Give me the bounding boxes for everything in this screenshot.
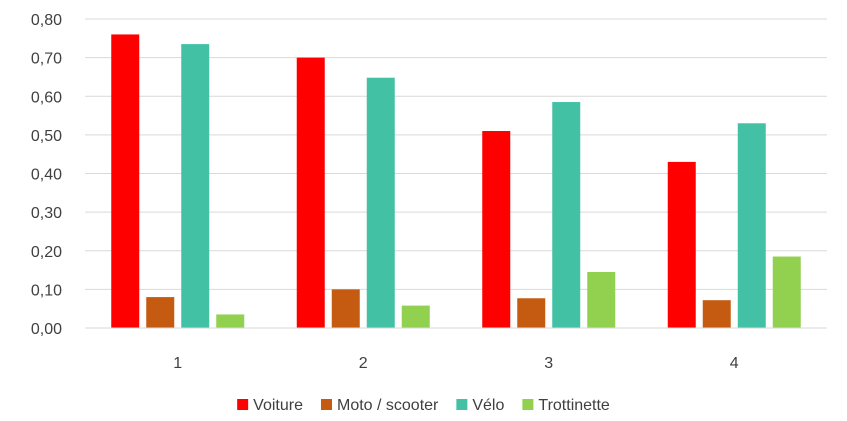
y-tick-label: 0,40 (31, 167, 62, 184)
bar (216, 314, 245, 328)
y-tick-label: 0,00 (31, 321, 62, 338)
legend-item: Voiture (237, 397, 303, 414)
y-tick-label: 0,10 (31, 282, 62, 299)
y-axis-tick-labels: 0,00 0,10 0,20 0,30 0,40 0,50 0,60 0,70 0,80 (31, 12, 62, 338)
legend-item: Moto / scooter (320, 397, 439, 414)
legend-swatch (522, 399, 534, 410)
y-tick-label: 0,60 (31, 89, 62, 106)
x-tick-label: 4 (730, 355, 739, 372)
bar (366, 77, 395, 329)
legend-label: Voiture (253, 397, 303, 414)
legend-swatch (456, 399, 468, 410)
bar (587, 271, 616, 328)
y-tick-label: 0,50 (31, 128, 62, 145)
bar (181, 44, 210, 328)
bar (552, 102, 581, 328)
x-tick-label: 2 (359, 355, 368, 372)
y-tick-label: 0,70 (31, 51, 62, 68)
legend-swatch (320, 399, 332, 410)
bar (772, 256, 801, 328)
bar (296, 57, 325, 328)
legend: Voiture Moto / scooter Vélo Trottinette (237, 397, 610, 414)
bar (482, 131, 511, 328)
bar (517, 298, 546, 328)
legend-label: Moto / scooter (337, 397, 439, 414)
bar (111, 34, 140, 328)
y-tick-label: 0,30 (31, 205, 62, 222)
legend-item: Vélo (456, 397, 504, 414)
bar (146, 297, 175, 328)
bar (331, 289, 360, 328)
x-tick-label: 1 (173, 355, 182, 372)
x-tick-label: 3 (544, 355, 553, 372)
y-tick-label: 0,80 (31, 12, 62, 29)
bar (737, 123, 766, 328)
bars (111, 34, 801, 329)
bar (401, 305, 430, 328)
bar (667, 161, 696, 328)
bar (702, 300, 731, 328)
x-axis-tick-labels: 1 2 3 4 (173, 355, 739, 372)
legend-item: Trottinette (522, 397, 610, 414)
y-tick-label: 0,20 (31, 244, 62, 261)
legend-swatch (237, 399, 249, 410)
legend-label: Trottinette (538, 397, 610, 414)
legend-label: Vélo (472, 397, 504, 414)
